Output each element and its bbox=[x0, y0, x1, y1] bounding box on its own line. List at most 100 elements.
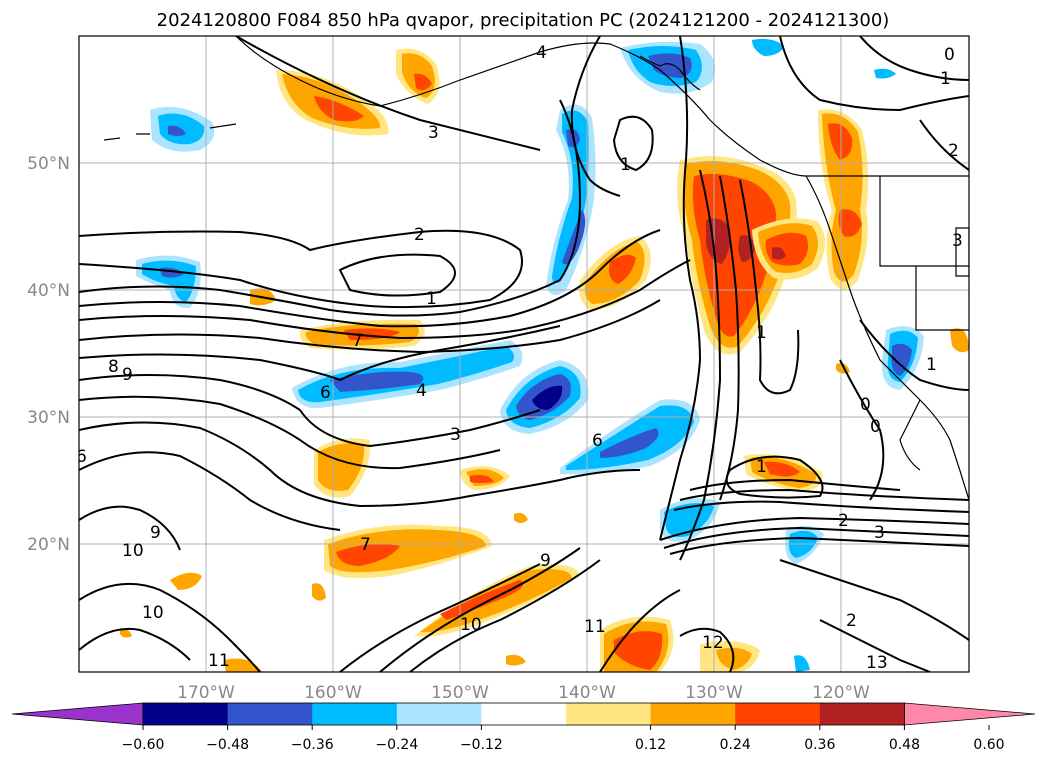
contour-label: 0 bbox=[860, 395, 871, 415]
precip-area bbox=[600, 428, 659, 458]
lat-label: 20°N bbox=[27, 535, 70, 555]
precip-area bbox=[168, 125, 186, 136]
lon-label: 130°W bbox=[685, 683, 743, 703]
colorbar-tick-label: 0.12 bbox=[635, 737, 666, 753]
precip-area bbox=[838, 209, 862, 237]
lon-label: 170°W bbox=[177, 683, 235, 703]
precip-area bbox=[614, 631, 663, 670]
contour-label: 2 bbox=[948, 141, 959, 161]
precip-area bbox=[772, 247, 786, 260]
precip-area bbox=[891, 343, 912, 376]
contour-label: 1 bbox=[940, 69, 951, 89]
contour-label: 1 bbox=[426, 289, 437, 309]
colorbar-tick-label: 0.24 bbox=[720, 737, 751, 753]
colorbar-tick-label: 0.36 bbox=[804, 737, 835, 753]
lon-label: 160°W bbox=[304, 683, 362, 703]
precip-area bbox=[170, 572, 202, 590]
lon-label: 150°W bbox=[431, 683, 489, 703]
lat-label: 50°N bbox=[27, 154, 70, 174]
precip-area bbox=[765, 232, 808, 266]
contour-label: 6 bbox=[592, 431, 603, 451]
precip-positive-areas bbox=[120, 48, 969, 672]
precip-area bbox=[950, 328, 969, 353]
colorbar-tick-label: −0.60 bbox=[122, 737, 165, 753]
colorbar: −0.60 −0.48 −0.36 −0.24 −0.12 0.12 0.24 0.36 0.4… bbox=[11, 702, 1036, 753]
colorbar-segment bbox=[566, 703, 652, 725]
precip-area bbox=[142, 260, 196, 302]
colorbar-segment bbox=[227, 703, 313, 725]
lon-label: 140°W bbox=[558, 683, 616, 703]
contour-label: 2 bbox=[838, 511, 849, 531]
precip-area bbox=[414, 73, 432, 91]
contour-label: 10 bbox=[122, 541, 144, 561]
contour-label: 0 bbox=[870, 417, 881, 437]
contour-label: 13 bbox=[866, 653, 888, 673]
colorbar-frame bbox=[142, 702, 905, 726]
lon-label: 120°W bbox=[812, 683, 870, 703]
precip-area bbox=[822, 113, 863, 282]
latitude-labels: 50°N 40°N 30°N 20°N bbox=[27, 154, 70, 555]
precip-area bbox=[664, 503, 714, 537]
contour-label: 3 bbox=[874, 523, 885, 543]
contour-label: 4 bbox=[416, 381, 427, 401]
colorbar-tick-label: 0.48 bbox=[889, 737, 920, 753]
contour-label: 7 bbox=[360, 535, 371, 555]
colorbar-segment bbox=[143, 703, 229, 725]
contour-label: 11 bbox=[584, 617, 606, 637]
precip-area bbox=[314, 96, 364, 122]
contour-label: 9 bbox=[540, 551, 551, 571]
lat-label: 40°N bbox=[27, 281, 70, 301]
precip-area bbox=[752, 38, 784, 56]
colorbar-segment bbox=[481, 703, 567, 725]
contour-label: 10 bbox=[142, 603, 164, 623]
precip-area bbox=[506, 654, 526, 666]
precip-area bbox=[532, 385, 563, 410]
precip-area bbox=[330, 371, 424, 392]
colorbar-extend-min bbox=[11, 702, 144, 726]
contour-label: 11 bbox=[208, 651, 230, 671]
contour-label: 12 bbox=[702, 633, 724, 653]
precip-area bbox=[336, 544, 400, 566]
contour-label: 7 bbox=[352, 331, 363, 351]
colorbar-segment bbox=[735, 703, 821, 725]
contour-label: 0 bbox=[944, 45, 955, 65]
colorbar-segment bbox=[819, 703, 905, 725]
colorbar-tick-label: −0.24 bbox=[375, 737, 418, 753]
precip-area bbox=[764, 461, 800, 477]
map-panel: 4 3 2 1 7 8 9 6 4 3 6 1 0 1 2 3 1 12 13 … bbox=[27, 35, 970, 703]
gridlines bbox=[79, 36, 969, 672]
colorbar-tick-label: 0.60 bbox=[973, 737, 1004, 753]
colorbar-tick-label: −0.36 bbox=[291, 737, 334, 753]
colorbar-extend-max bbox=[904, 702, 1036, 726]
precip-area bbox=[794, 655, 810, 672]
contour-labels: 4 3 2 1 7 8 9 6 4 3 6 1 0 1 2 3 1 12 13 … bbox=[79, 43, 963, 673]
colorbar-tick-label: −0.48 bbox=[206, 737, 249, 753]
precip-area bbox=[514, 512, 528, 523]
precip-area bbox=[318, 443, 365, 491]
contour-label: 2 bbox=[846, 611, 857, 631]
contour-label: 3 bbox=[428, 123, 439, 143]
colorbar-tick-label: −0.12 bbox=[460, 737, 503, 753]
contour-label: 3 bbox=[450, 425, 461, 445]
precip-area bbox=[828, 123, 853, 160]
qvapor-contours bbox=[79, 36, 969, 672]
contour-label: 9 bbox=[122, 365, 133, 385]
precip-area bbox=[470, 474, 494, 483]
contour-label: 10 bbox=[460, 615, 482, 635]
precip-area bbox=[440, 580, 524, 620]
colorbar-segment bbox=[650, 703, 736, 725]
precip-area bbox=[552, 110, 589, 284]
map-title: 2024120800 F084 850 hPa qvapor, precipit… bbox=[157, 10, 890, 31]
contour-label: 8 bbox=[108, 357, 119, 377]
colorbar-segment bbox=[312, 703, 398, 725]
contour-label: 6 bbox=[320, 383, 331, 403]
contour-label: 4 bbox=[536, 43, 547, 63]
longitude-labels: 170°W 160°W 150°W 140°W 130°W 120°W bbox=[177, 683, 870, 703]
contour-label: 1 bbox=[926, 355, 937, 375]
precip-area bbox=[224, 658, 262, 672]
contour-label: 2 bbox=[414, 225, 425, 245]
contour-label: 9 bbox=[150, 523, 161, 543]
precip-area bbox=[120, 628, 132, 638]
precip-area bbox=[312, 583, 326, 601]
